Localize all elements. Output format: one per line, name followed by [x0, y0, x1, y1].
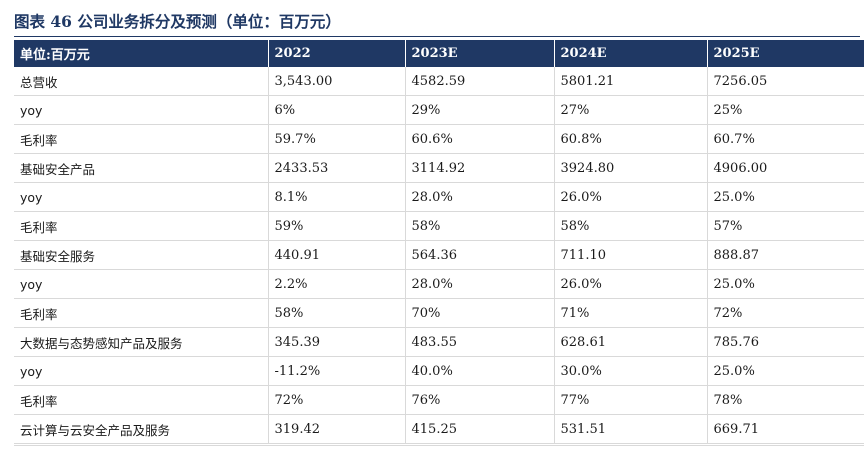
table-cell: 3,543.00	[268, 67, 406, 96]
table-cell: 29%	[405, 95, 555, 125]
table-cell: 319.42	[268, 414, 406, 444]
table-cell: 3924.80	[554, 153, 708, 183]
table-cell: 27%	[554, 95, 708, 125]
table-cell: 3114.92	[405, 153, 555, 183]
table-cell: 415.25	[405, 414, 555, 444]
header-2023e: 2023E	[405, 40, 555, 67]
table-cell: 60.7%	[707, 124, 864, 154]
table-cell: 628.61	[554, 327, 708, 357]
table-cell: 4906.00	[707, 153, 864, 183]
table-cell: 26.0%	[554, 182, 708, 212]
header-2025e: 2025E	[707, 40, 864, 67]
table-row: yoy 8.1% 28.0% 26.0% 25.0%	[14, 182, 864, 212]
bottom-rule	[14, 445, 864, 446]
row-label: 毛利率	[14, 385, 269, 415]
table-cell: 6%	[268, 95, 406, 125]
table-cell: 28.0%	[405, 182, 555, 212]
table-cell: 785.76	[707, 327, 864, 357]
table-cell: 78%	[707, 385, 864, 415]
table-cell: 25%	[707, 95, 864, 125]
table-cell: 60.8%	[554, 124, 708, 154]
table-cell: 888.87	[707, 240, 864, 270]
table-cell: 25.0%	[707, 269, 864, 299]
row-label: 云计算与云安全产品及服务	[14, 414, 269, 444]
table-cell: 669.71	[707, 414, 864, 444]
table-cell: 7256.05	[707, 67, 864, 96]
row-label: yoy	[14, 356, 269, 386]
title-rule	[14, 36, 860, 37]
table-cell: 58%	[554, 211, 708, 241]
table-cell: 564.36	[405, 240, 555, 270]
header-unit: 单位:百万元	[14, 40, 269, 67]
row-label: 基础安全产品	[14, 153, 269, 183]
table-row: 毛利率 72% 76% 77% 78%	[14, 385, 864, 415]
table-cell: 59.7%	[268, 124, 406, 154]
table-cell: 28.0%	[405, 269, 555, 299]
table-cell: 58%	[268, 298, 406, 328]
row-label: yoy	[14, 182, 269, 212]
table-cell: 25.0%	[707, 182, 864, 212]
row-label: yoy	[14, 95, 269, 125]
table-row: yoy 2.2% 28.0% 26.0% 25.0%	[14, 269, 864, 299]
business-forecast-table: 单位:百万元 2022 2023E 2024E 2025E 总营收 3,543.0…	[14, 40, 864, 444]
table-cell: 71%	[554, 298, 708, 328]
table-cell: 72%	[707, 298, 864, 328]
row-label: yoy	[14, 269, 269, 299]
table-row: 大数据与态势感知产品及服务 345.39 483.55 628.61 785.76	[14, 327, 864, 357]
table-cell: -11.2%	[268, 356, 406, 386]
table-row: 毛利率 58% 70% 71% 72%	[14, 298, 864, 328]
table-cell: 30.0%	[554, 356, 708, 386]
table-row: 基础安全产品 2433.53 3114.92 3924.80 4906.00	[14, 153, 864, 183]
table-cell: 70%	[405, 298, 555, 328]
table-cell: 2.2%	[268, 269, 406, 299]
table-row: 云计算与云安全产品及服务 319.42 415.25 531.51 669.71	[14, 414, 864, 444]
table-cell: 345.39	[268, 327, 406, 357]
table-cell: 5801.21	[554, 67, 708, 96]
header-row: 单位:百万元 2022 2023E 2024E 2025E	[14, 40, 864, 67]
table-cell: 76%	[405, 385, 555, 415]
table-cell: 40.0%	[405, 356, 555, 386]
table-cell: 72%	[268, 385, 406, 415]
table-cell: 25.0%	[707, 356, 864, 386]
table-row: 基础安全服务 440.91 564.36 711.10 888.87	[14, 240, 864, 270]
table-row: yoy -11.2% 40.0% 30.0% 25.0%	[14, 356, 864, 386]
table-cell: 440.91	[268, 240, 406, 270]
row-label: 基础安全服务	[14, 240, 269, 270]
table-cell: 483.55	[405, 327, 555, 357]
table-cell: 4582.59	[405, 67, 555, 96]
row-label: 毛利率	[14, 124, 269, 154]
table-row: yoy 6% 29% 27% 25%	[14, 95, 864, 125]
table-cell: 57%	[707, 211, 864, 241]
table-cell: 60.6%	[405, 124, 555, 154]
table-cell: 58%	[405, 211, 555, 241]
table-row: 毛利率 59% 58% 58% 57%	[14, 211, 864, 241]
table-cell: 531.51	[554, 414, 708, 444]
table-cell: 59%	[268, 211, 406, 241]
table-cell: 2433.53	[268, 153, 406, 183]
row-label: 大数据与态势感知产品及服务	[14, 327, 269, 357]
header-2024e: 2024E	[554, 40, 708, 67]
table-row: 总营收 3,543.00 4582.59 5801.21 7256.05	[14, 67, 864, 96]
table-cell: 8.1%	[268, 182, 406, 212]
row-label: 总营收	[14, 67, 269, 96]
table-cell: 77%	[554, 385, 708, 415]
table-cell: 26.0%	[554, 269, 708, 299]
header-2022: 2022	[268, 40, 406, 67]
table-cell: 711.10	[554, 240, 708, 270]
row-label: 毛利率	[14, 298, 269, 328]
row-label: 毛利率	[14, 211, 269, 241]
table-title: 图表 46 公司业务拆分及预测（单位：百万元）	[14, 12, 341, 31]
table-row: 毛利率 59.7% 60.6% 60.8% 60.7%	[14, 124, 864, 154]
